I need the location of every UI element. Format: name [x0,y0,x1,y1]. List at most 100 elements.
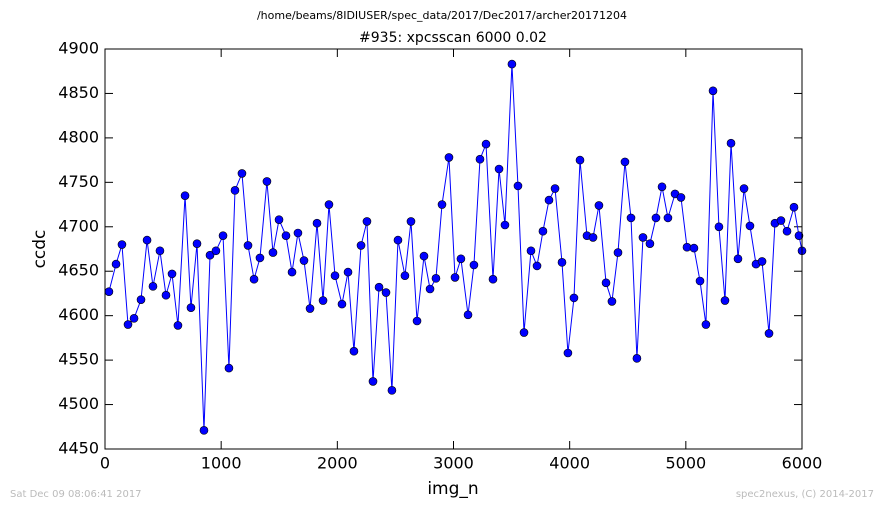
data-point [776,216,786,225]
x-tick-label: 2000 [317,454,358,473]
data-point [594,201,604,210]
data-point [237,169,247,178]
data-point [601,278,611,288]
data-point [726,138,736,148]
data-point [657,182,667,192]
data-point [299,256,309,265]
data-point [695,276,705,286]
data-point [330,271,340,280]
x-tick-label: 4000 [549,454,590,473]
data-point [117,240,127,249]
data-point [588,233,598,242]
data-point [676,193,686,202]
footer-right: spec2nexus, (C) 2014-2017 [736,489,874,500]
data-point [607,297,617,306]
data-point [148,282,158,291]
data-point [557,258,567,267]
data-point [129,314,139,323]
x-tick-label: 1000 [201,454,242,473]
data-point [494,164,504,174]
data-point [205,250,215,260]
x-tick-label: 3000 [433,454,474,473]
data-point [689,243,699,253]
data-point [563,348,573,358]
data-point [262,177,272,186]
chart-title: #935: xpcsscan 6000 0.02 [359,30,547,46]
y-tick-label: 4500 [58,394,99,413]
data-point [374,282,384,292]
data-point [324,200,334,209]
y-tick-label: 4850 [58,83,99,102]
data-point [513,181,523,191]
y-tick-label: 4550 [58,350,99,369]
data-point [720,296,730,305]
data-point [268,248,278,257]
data-point [456,254,466,264]
data-point [419,251,429,261]
data-point [475,154,485,164]
data-point [550,184,560,193]
x-tick-label: 5000 [665,454,706,473]
data-point [463,310,473,320]
data-point [745,221,755,231]
data-point [274,215,284,224]
data-point [230,186,240,195]
x-tick-label: 6000 [782,454,823,473]
data-point [764,329,774,338]
data-point [318,296,328,305]
data-point [111,259,121,269]
data-point [701,320,711,329]
data-point [136,295,146,304]
data-point [224,363,234,373]
data-point [519,328,529,337]
data-point [192,239,202,248]
y-tick-label: 4650 [58,261,99,280]
data-point [638,233,648,242]
chart-header: /home/beams/8IDIUSER/spec_data/2017/Dec2… [257,9,627,22]
data-point [293,228,303,238]
data-point [173,321,183,330]
x-tick-label: 0 [100,454,110,473]
data-point [155,246,165,256]
data-point [714,222,724,232]
data-point [444,153,454,162]
data-point [337,299,347,309]
data-point [663,213,673,223]
footer-left: Sat Dec 09 08:06:41 2017 [10,489,142,500]
y-tick-label: 4700 [58,216,99,235]
data-point [425,284,435,294]
data-point [488,274,498,284]
data-point [645,239,655,248]
data-point [400,271,410,280]
y-tick-label: 4800 [58,127,99,146]
data-point [393,235,403,245]
data-point [757,257,767,266]
data-point [739,184,749,193]
data-point [469,260,479,270]
data-point [218,231,228,240]
data-point [362,217,372,226]
data-point [368,377,378,386]
data-point [620,157,630,167]
data-point [255,253,265,263]
data-point [142,235,152,245]
data-point [356,241,366,250]
data-point [632,354,642,363]
y-tick-label: 4750 [58,172,99,191]
data-point [733,254,743,264]
data-point [211,246,221,256]
data-point [437,200,447,209]
data-point [431,274,441,283]
data-point [500,220,510,230]
data-point [613,248,623,257]
data-point [281,231,291,240]
data-point [161,290,171,300]
data-point [243,241,253,250]
data-point [349,346,359,356]
data-point [412,316,422,326]
data-point [544,195,554,205]
data-point [406,217,416,226]
data-point [312,218,322,228]
y-axis-label: ccdc [30,230,50,269]
